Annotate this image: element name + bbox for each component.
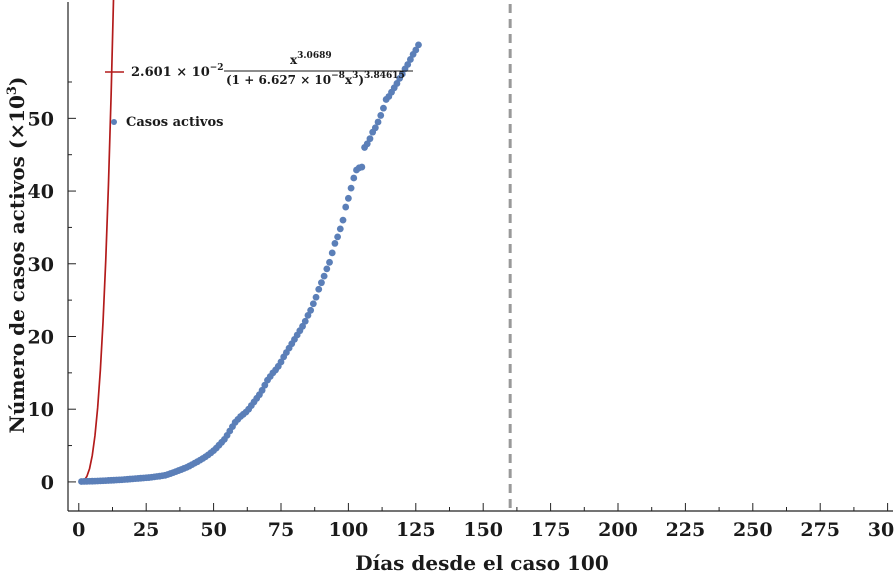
x-tick-label: 200 — [598, 519, 638, 541]
data-point — [258, 386, 266, 394]
x-tick-label: 225 — [666, 519, 706, 541]
y-tick-label: 20 — [28, 326, 54, 348]
data-point — [323, 265, 331, 273]
data-point — [393, 80, 401, 87]
y-tick-label: 40 — [28, 181, 54, 203]
data-point — [407, 56, 414, 63]
data-point — [380, 104, 387, 112]
x-axis-title: Días desde el caso 100 — [355, 551, 609, 573]
tick-group: 0 25 50 75 100 125 150 175 200 225 250 275 300 0 10 20 3… — [28, 81, 895, 541]
x-tick-label: 100 — [329, 519, 369, 541]
data-point — [309, 300, 317, 308]
data-point — [331, 240, 339, 247]
data-point — [342, 203, 350, 211]
data-point — [307, 306, 315, 314]
data-point — [363, 140, 371, 148]
data-point — [344, 194, 352, 202]
data-point — [398, 70, 406, 78]
data-point — [301, 317, 309, 325]
data-point — [404, 61, 412, 68]
data-point — [326, 258, 333, 266]
data-point — [261, 381, 269, 389]
x-tick-label: 250 — [733, 519, 773, 541]
legend: 2.601 × 10−2 x3.0689 (1 + 6.627 × 10−8x3… — [105, 51, 413, 130]
x-tick-label: 275 — [800, 519, 840, 541]
data-point — [350, 174, 358, 182]
y-axis-title: Número de casos activos (×103) — [5, 77, 29, 434]
data-point — [347, 184, 355, 192]
data-point — [315, 285, 323, 293]
x-tick-label: 75 — [268, 519, 294, 541]
x-tick-label: 175 — [531, 519, 571, 541]
plot-frame — [67, 2, 893, 512]
y-tick-label: 0 — [41, 472, 54, 494]
data-point — [320, 272, 328, 280]
x-tick-label: 300 — [868, 519, 895, 541]
data-point — [374, 118, 382, 126]
data-point — [339, 216, 347, 224]
data-point — [277, 358, 285, 366]
x-tick-label: 150 — [463, 519, 503, 541]
data-point — [371, 124, 379, 132]
legend-point-label: Casos activos — [126, 115, 223, 130]
data-point — [304, 312, 312, 319]
x-tick-label: 25 — [133, 519, 159, 541]
data-point — [334, 233, 342, 241]
data-point — [412, 46, 420, 54]
x-tick-label: 0 — [72, 519, 85, 541]
legend-fit-coef: 2.601 × 10−2 — [131, 63, 224, 80]
data-point — [328, 249, 336, 257]
legend-fit-denominator: (1 + 6.627 × 10−8x3)3.84615 — [226, 71, 405, 87]
data-point — [366, 135, 374, 143]
data-point — [377, 112, 385, 119]
y-tick-label: 30 — [28, 254, 54, 276]
y-tick-label: 10 — [28, 399, 54, 421]
x-tick-label: 125 — [396, 519, 436, 541]
x-tick-label: 50 — [200, 519, 226, 541]
points-layer — [78, 41, 422, 485]
data-point — [312, 293, 320, 301]
legend-point-swatch — [111, 119, 117, 125]
data-point — [318, 279, 325, 287]
data-point — [299, 322, 306, 330]
data-point — [415, 41, 422, 49]
data-point — [336, 225, 344, 233]
data-point — [358, 163, 366, 171]
legend-fit-numerator: x3.0689 — [290, 51, 332, 67]
y-tick-label: 50 — [28, 108, 54, 130]
